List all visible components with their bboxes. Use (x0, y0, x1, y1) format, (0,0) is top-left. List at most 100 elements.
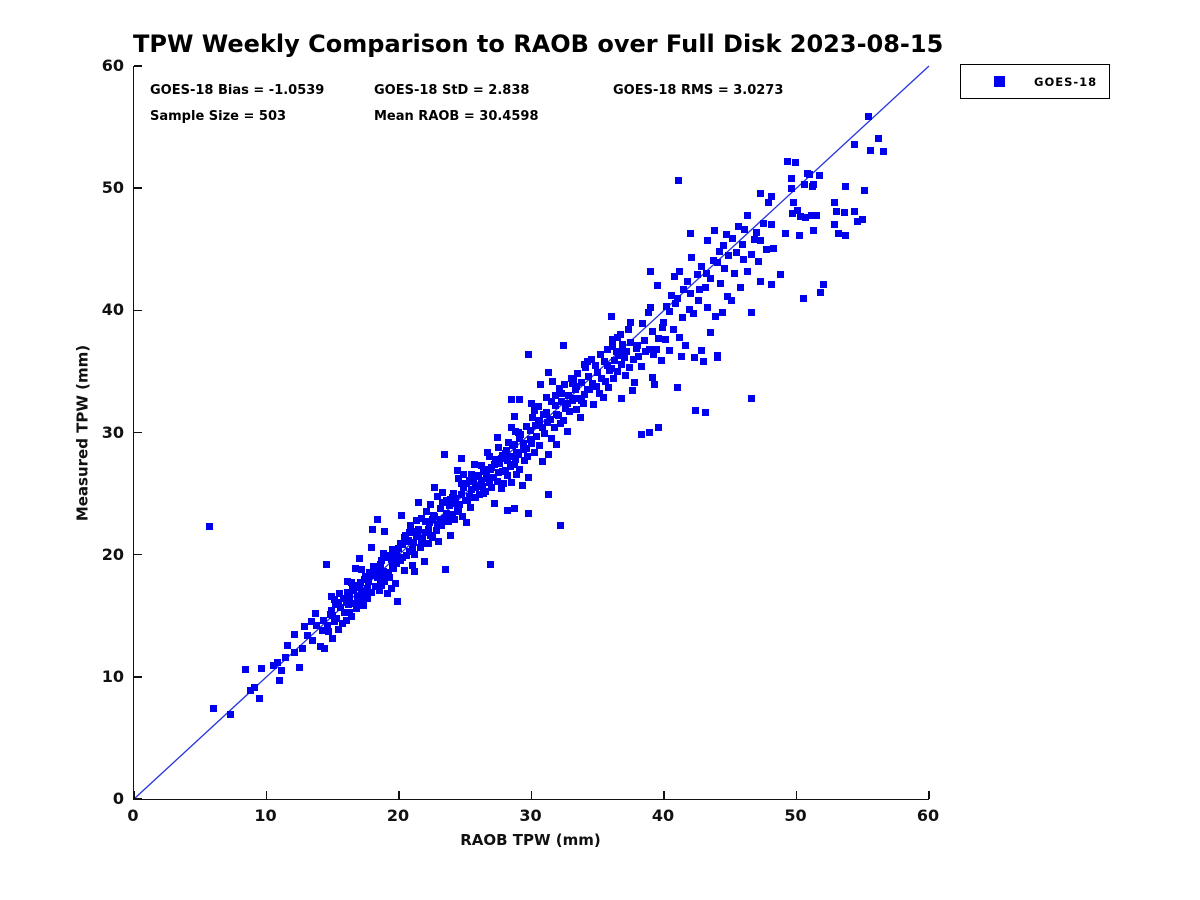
scatter-point (376, 560, 384, 568)
scatter-point (493, 477, 501, 485)
scatter-point (425, 519, 433, 527)
scatter-point (521, 457, 529, 465)
x-axis-tick (398, 791, 400, 799)
scatter-point (367, 589, 375, 597)
scatter-point (410, 538, 418, 546)
scatter-point (569, 380, 577, 388)
x-axis-tick (530, 791, 533, 799)
scatter-point (578, 378, 586, 386)
scatter-point (464, 497, 472, 505)
scatter-point (508, 424, 516, 432)
scatter-point (334, 598, 342, 606)
scatter-point (586, 386, 594, 394)
scatter-point (319, 617, 327, 625)
scatter-point (747, 309, 755, 317)
scatter-point (533, 432, 541, 440)
scatter-point (298, 645, 306, 653)
scatter-point (757, 237, 765, 245)
scatter-point (528, 399, 535, 407)
scatter-point (545, 450, 553, 458)
scatter-point (724, 293, 732, 301)
scatter-point (677, 353, 685, 361)
scatter-point (546, 415, 554, 423)
scatter-point (321, 645, 329, 653)
scatter-point (782, 229, 790, 237)
scatter-point (498, 468, 506, 476)
scatter-point (411, 568, 419, 576)
scatter-point (358, 587, 366, 595)
scatter-point (494, 469, 502, 477)
scatter-point (831, 221, 839, 229)
scatter-point (309, 636, 317, 644)
scatter-point (343, 578, 351, 586)
scatter-point (573, 382, 581, 390)
scatter-point (436, 515, 444, 523)
scatter-point (355, 554, 363, 562)
scatter-point (496, 459, 504, 467)
scatter-point (624, 326, 632, 334)
scatter-point (800, 181, 808, 188)
scatter-point (640, 337, 648, 345)
scatter-point (468, 470, 476, 478)
scatter-point (543, 419, 551, 427)
scatter-point (290, 648, 298, 656)
scatter-point (516, 396, 524, 403)
scatter-point (492, 455, 500, 463)
scatter-point (526, 426, 534, 434)
scatter-point (538, 424, 546, 432)
scatter-point (467, 503, 475, 511)
scatter-point (357, 597, 365, 605)
scatter-point (347, 579, 355, 587)
scatter-point (406, 529, 414, 537)
scatter-point (480, 490, 488, 498)
scatter-point (433, 492, 441, 500)
scatter-point (359, 602, 367, 610)
scatter-point (534, 403, 542, 411)
scatter-point (672, 299, 680, 307)
scatter-point (510, 441, 518, 449)
scatter-point (418, 540, 426, 548)
scatter-point (428, 515, 436, 523)
scatter-point (551, 392, 559, 400)
scatter-point (722, 231, 730, 239)
scatter-point (880, 148, 888, 156)
scatter-point (412, 532, 420, 540)
scatter-point (706, 328, 714, 336)
scatter-point (668, 292, 676, 300)
scatter-point (770, 244, 778, 252)
scatter-point (403, 552, 411, 560)
scatter-point (296, 663, 304, 671)
scatter-point (378, 557, 386, 565)
scatter-point (468, 486, 476, 494)
scatter-point (525, 350, 533, 358)
scatter-point (506, 453, 514, 461)
scatter-point (374, 515, 382, 523)
scatter-point (469, 477, 477, 485)
scatter-point (481, 465, 489, 473)
scatter-point (383, 590, 391, 598)
scatter-point (701, 409, 709, 417)
scatter-point (371, 564, 379, 572)
scatter-point (273, 658, 281, 666)
scatter-point (451, 515, 459, 523)
scatter-point (374, 574, 382, 582)
scatter-point (687, 229, 694, 237)
chart-title: TPW Weekly Comparison to RAOB over Full … (133, 30, 944, 58)
scatter-point (860, 187, 868, 195)
scatter-point (584, 372, 592, 380)
scatter-point (815, 172, 823, 180)
scatter-point (592, 382, 600, 390)
scatter-point (623, 348, 631, 356)
scatter-point (486, 465, 494, 473)
scatter-point (380, 578, 388, 586)
scatter-point (747, 250, 755, 258)
scatter-point (600, 358, 608, 366)
scatter-point (603, 361, 611, 369)
scatter-point (631, 378, 639, 386)
scatter-point (431, 483, 439, 491)
scatter-point (610, 375, 618, 383)
scatter-point (739, 255, 747, 263)
scatter-point (227, 711, 235, 719)
scatter-point (445, 502, 453, 510)
scatter-point (657, 356, 665, 364)
